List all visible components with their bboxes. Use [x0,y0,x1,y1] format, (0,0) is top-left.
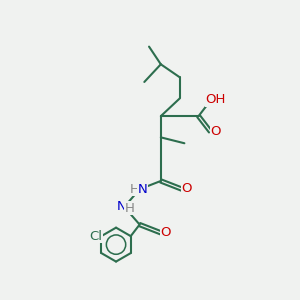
Text: OH: OH [205,93,226,106]
Text: Cl: Cl [90,230,103,243]
Text: H: H [130,183,140,196]
Text: O: O [210,125,221,138]
Text: N: N [138,183,147,196]
Text: O: O [182,182,192,194]
Text: O: O [160,226,171,239]
Text: N: N [117,200,126,213]
Text: H: H [124,202,134,214]
